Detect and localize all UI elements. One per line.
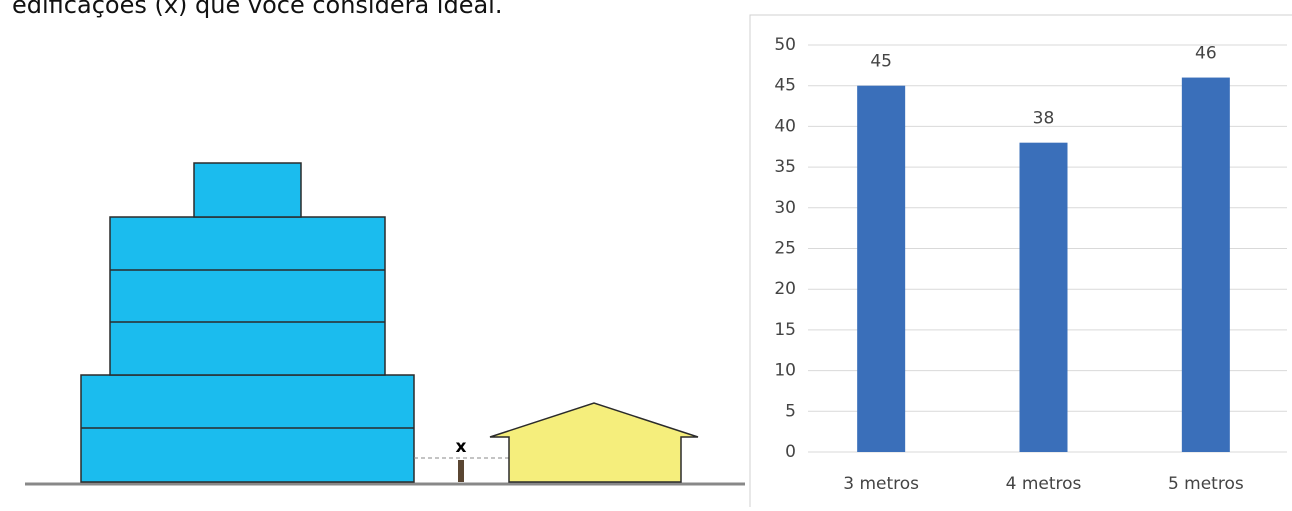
chart-frame [749,14,1292,511]
post [458,460,464,482]
building-middle [109,216,386,376]
y-tick-label: 5 [785,401,796,421]
x-tick-label: 5 metros [1168,474,1244,494]
bar [1181,77,1230,452]
x-tick-label: 4 metros [1006,474,1082,494]
diagram [25,162,745,486]
y-tick-label: 10 [774,361,796,381]
y-tick-label: 40 [774,116,796,136]
value-label: 38 [1033,109,1055,129]
y-tick-label: 35 [774,157,796,177]
chart: 0 5 10 15 20 25 30 35 40 45 50 45 3 metros 38 4 metros… [774,35,1287,494]
gap-label: x [456,437,467,457]
y-tick-label: 50 [774,35,796,55]
bar [857,85,906,452]
y-tick-label: 30 [774,198,796,218]
caption: edificações (x) que você considera ideal… [12,0,502,19]
y-tick-label: 0 [785,442,796,462]
bar [1019,142,1068,452]
y-tick-label: 20 [774,279,796,299]
x-tick-label: 3 metros [843,474,919,494]
y-tick-label: 45 [774,76,796,96]
value-label: 45 [870,52,892,72]
y-tick-label: 15 [774,320,796,340]
y-tick-label: 25 [774,239,796,259]
building-top [193,162,302,218]
house [489,402,699,483]
value-label: 46 [1195,44,1217,64]
